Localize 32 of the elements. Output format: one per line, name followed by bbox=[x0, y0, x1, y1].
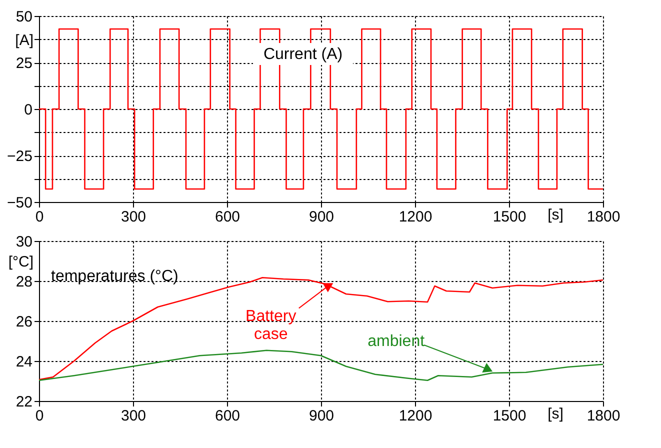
x-tick-label: 0 bbox=[35, 408, 44, 424]
y-tick-label: 50 bbox=[16, 8, 32, 26]
y-tick-label: 24 bbox=[16, 354, 32, 370]
y-tick-label: 28 bbox=[16, 274, 32, 290]
y-axis-title: [A] bbox=[15, 32, 34, 49]
y-tick-label: 30 bbox=[16, 234, 32, 250]
y-axis-title: [°C] bbox=[8, 254, 34, 270]
x-tick-label: 1200 bbox=[398, 408, 432, 424]
x-tick-label: 1500 bbox=[492, 208, 526, 226]
x-tick-label: 1200 bbox=[398, 208, 432, 226]
annotation: Battery case bbox=[246, 308, 296, 344]
x-tick-label: 900 bbox=[308, 208, 334, 226]
annotation: temperatures (°C) bbox=[51, 268, 178, 285]
annotation: ambient bbox=[368, 333, 426, 350]
y-tick-label: 25 bbox=[16, 55, 32, 72]
x-tick-label: 0 bbox=[35, 208, 44, 226]
y-tick-label: 0 bbox=[24, 102, 32, 118]
x-tick-label: 300 bbox=[120, 408, 146, 424]
x-tick-label: 300 bbox=[120, 208, 146, 226]
y-tick-label: 22 bbox=[16, 394, 32, 410]
y-tick-label: −25 bbox=[7, 148, 32, 165]
x-tick-label: 900 bbox=[308, 408, 334, 424]
x-tick-label: 600 bbox=[214, 208, 240, 226]
x-tick-label: 1800 bbox=[586, 408, 620, 424]
y-tick-label: −50 bbox=[7, 194, 32, 212]
x-tick-label: 1500 bbox=[492, 408, 526, 424]
x-axis-title: [s] bbox=[548, 206, 564, 224]
annotation: Current (A) bbox=[263, 46, 343, 63]
x-axis-title: [s] bbox=[548, 406, 564, 422]
x-tick-label: 600 bbox=[214, 408, 240, 424]
x-tick-label: 1800 bbox=[586, 208, 620, 226]
y-tick-label: 26 bbox=[16, 314, 32, 330]
